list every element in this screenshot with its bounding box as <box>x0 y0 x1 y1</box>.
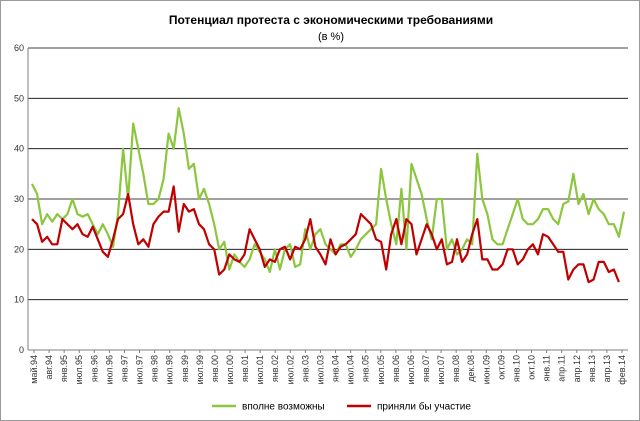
y-axis-ticks: 0 10 20 30 40 50 60 <box>14 43 24 355</box>
x-tick-label: янв.98 <box>150 355 160 382</box>
x-tick-label: июл.96 <box>104 355 114 384</box>
x-tick-label: янв.10 <box>511 355 521 382</box>
x-tick-label: июл.98 <box>165 355 175 384</box>
x-tick-label: янв.99 <box>180 355 190 382</box>
x-tick-label: янв.03 <box>300 355 310 382</box>
chart-subtitle: (в %) <box>318 31 344 43</box>
series-lines <box>31 107 626 284</box>
y-tick-label: 20 <box>14 244 24 254</box>
x-tick-label: янв.04 <box>331 355 341 382</box>
x-tick-label: апр.12 <box>572 355 582 382</box>
legend-label: вполне возможны <box>242 402 325 413</box>
x-tick-label: июл.02 <box>285 355 295 384</box>
legend-label: приняли бы участие <box>377 401 471 413</box>
legend: вполне возможны приняли бы участие <box>212 401 471 413</box>
x-tick-label: июл.06 <box>406 355 416 384</box>
x-tick-label: июл.04 <box>346 355 356 384</box>
x-tick-label: янв.05 <box>361 355 371 382</box>
x-tick-label: июн.09 <box>481 355 491 384</box>
y-tick-label: 10 <box>14 295 24 305</box>
x-tick-label: июл.05 <box>376 355 386 384</box>
x-tick-label: апр.13 <box>602 355 612 382</box>
x-tick-label: окт.09 <box>496 355 506 380</box>
x-tick-label: июл.01 <box>255 355 265 384</box>
x-tick-label: янв.06 <box>391 355 401 382</box>
x-tick-label: янв.00 <box>210 355 220 382</box>
x-tick-label: апр.11 <box>557 355 567 382</box>
x-tick-label: июл.95 <box>74 355 84 384</box>
x-tick-label: дек.08 <box>466 355 476 382</box>
y-tick-label: 0 <box>19 345 24 355</box>
x-tick-label: май.94 <box>29 355 39 384</box>
y-tick-label: 50 <box>14 93 24 103</box>
x-tick-label: янв.02 <box>270 355 280 382</box>
gridlines <box>27 47 628 351</box>
y-tick-label: 60 <box>14 43 24 53</box>
x-tick-label: янв.13 <box>587 355 597 382</box>
x-tick-label: янв.96 <box>89 355 99 382</box>
x-tick-label: янв.95 <box>59 355 69 382</box>
x-tick-label: июл.07 <box>436 355 446 384</box>
x-tick-label: янв.01 <box>240 355 250 382</box>
x-tick-label: окт.10 <box>527 355 537 380</box>
chart-title: Потенциал протеста с экономическими треб… <box>169 13 493 27</box>
x-tick-label: июл.99 <box>195 355 205 384</box>
x-tick-label: янв.11 <box>542 355 552 381</box>
x-tick-label: фев.14 <box>617 355 627 385</box>
y-tick-label: 30 <box>14 194 24 204</box>
series-line <box>31 185 620 284</box>
x-tick-label: авг.94 <box>44 355 54 379</box>
x-tick-label: янв.08 <box>451 355 461 382</box>
x-tick-label: янв.97 <box>119 355 129 382</box>
x-tick-label: янв.07 <box>421 355 431 382</box>
x-tick-label: июл.97 <box>135 355 145 384</box>
x-tick-label: июл.00 <box>225 355 235 384</box>
y-tick-label: 40 <box>14 144 24 154</box>
x-axis-ticks: май.94 авг.94 янв.95 июл.95 янв.96 июл.96 янв.… <box>29 350 627 385</box>
x-tick-label: июл.03 <box>315 355 325 384</box>
